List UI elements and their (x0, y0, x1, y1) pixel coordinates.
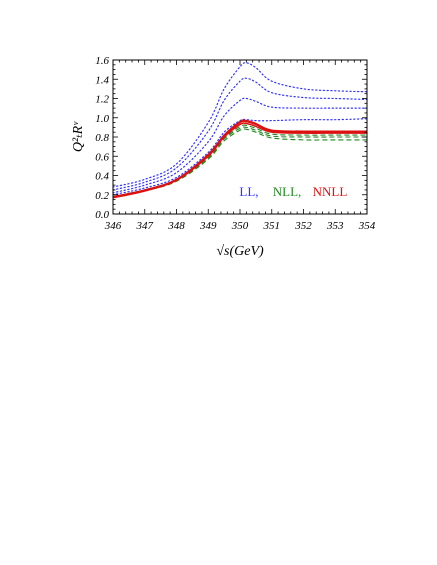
series-line-ll-2 (112, 97, 368, 194)
tick-layer: 346 347 348 349 350 351 352 353 354 0.0 0.2 0.4 0.6 0… (95, 55, 376, 232)
x-axis-title: √s(GeV) (216, 244, 264, 259)
y-tick-label: 0.0 (95, 209, 109, 221)
series-line-ll-0 (112, 62, 368, 188)
legend-label-ll: LL, (239, 184, 258, 199)
x-tick-label: 349 (199, 220, 217, 232)
x-tick-label: 351 (263, 220, 281, 232)
y-tick-label: 0.4 (95, 171, 109, 183)
legend: LL, NLL, NNLL (239, 184, 347, 199)
y-tick-label: 0.2 (95, 190, 109, 202)
y-tick-label: 1.2 (95, 94, 109, 106)
legend-label-nnll: NNLL (313, 184, 348, 199)
series-line-ll-1 (112, 77, 368, 191)
x-tick-label: 347 (136, 220, 154, 232)
legend-label-nll: NLL, (273, 184, 302, 199)
y-tick-label: 1.4 (95, 74, 109, 86)
series-line-ll-3 (112, 118, 368, 196)
y-tick-label: 1.6 (95, 55, 109, 67)
x-tick-label: 352 (294, 220, 312, 232)
series-line-nll-5 (112, 126, 367, 198)
x-tick-label: 354 (358, 220, 376, 232)
series-line-nnll-7 (112, 122, 367, 199)
series-line-nnll-9 (112, 119, 367, 198)
y-tick-label: 0.8 (95, 132, 109, 144)
y-tick-label: 1.0 (95, 113, 109, 125)
y-axis-title: Q²ₜRᵛ (71, 121, 86, 152)
x-tick-label: 346 (104, 220, 122, 232)
x-tick-label: 348 (167, 220, 185, 232)
y-tick-label: 0.6 (95, 151, 109, 163)
x-tick-label: 350 (231, 220, 249, 232)
series-line-nll-6 (112, 124, 367, 198)
x-tick-label: 353 (326, 220, 344, 232)
series-layer (112, 62, 368, 199)
